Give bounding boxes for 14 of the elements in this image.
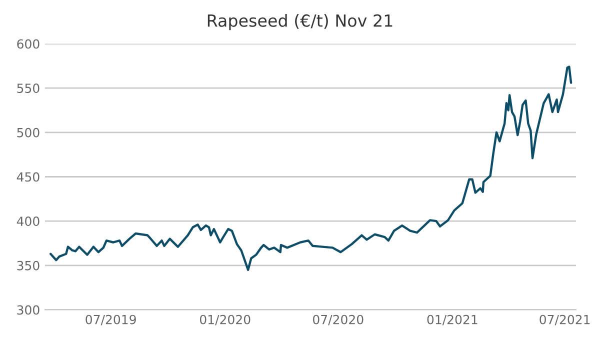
y-tick-label: 600 bbox=[17, 39, 40, 49]
x-tick-label: 07/2021 bbox=[540, 314, 590, 326]
y-tick-label: 300 bbox=[17, 305, 40, 315]
y-tick-label: 550 bbox=[17, 84, 40, 94]
x-tick-label: 07/2020 bbox=[312, 314, 364, 326]
x-tick-label: 07/2019 bbox=[86, 314, 136, 326]
x-tick-label: 01/2021 bbox=[427, 314, 478, 326]
y-tick-label: 450 bbox=[16, 172, 40, 182]
y-tick-label: 350 bbox=[17, 260, 40, 270]
line-series bbox=[49, 66, 572, 271]
y-tick-label: 500 bbox=[17, 128, 40, 138]
y-tick-label: 400 bbox=[16, 216, 40, 226]
chart-title: Rapeseed (€/t) Nov 21 bbox=[208, 14, 392, 30]
x-tick-label: 01/2020 bbox=[200, 314, 250, 326]
